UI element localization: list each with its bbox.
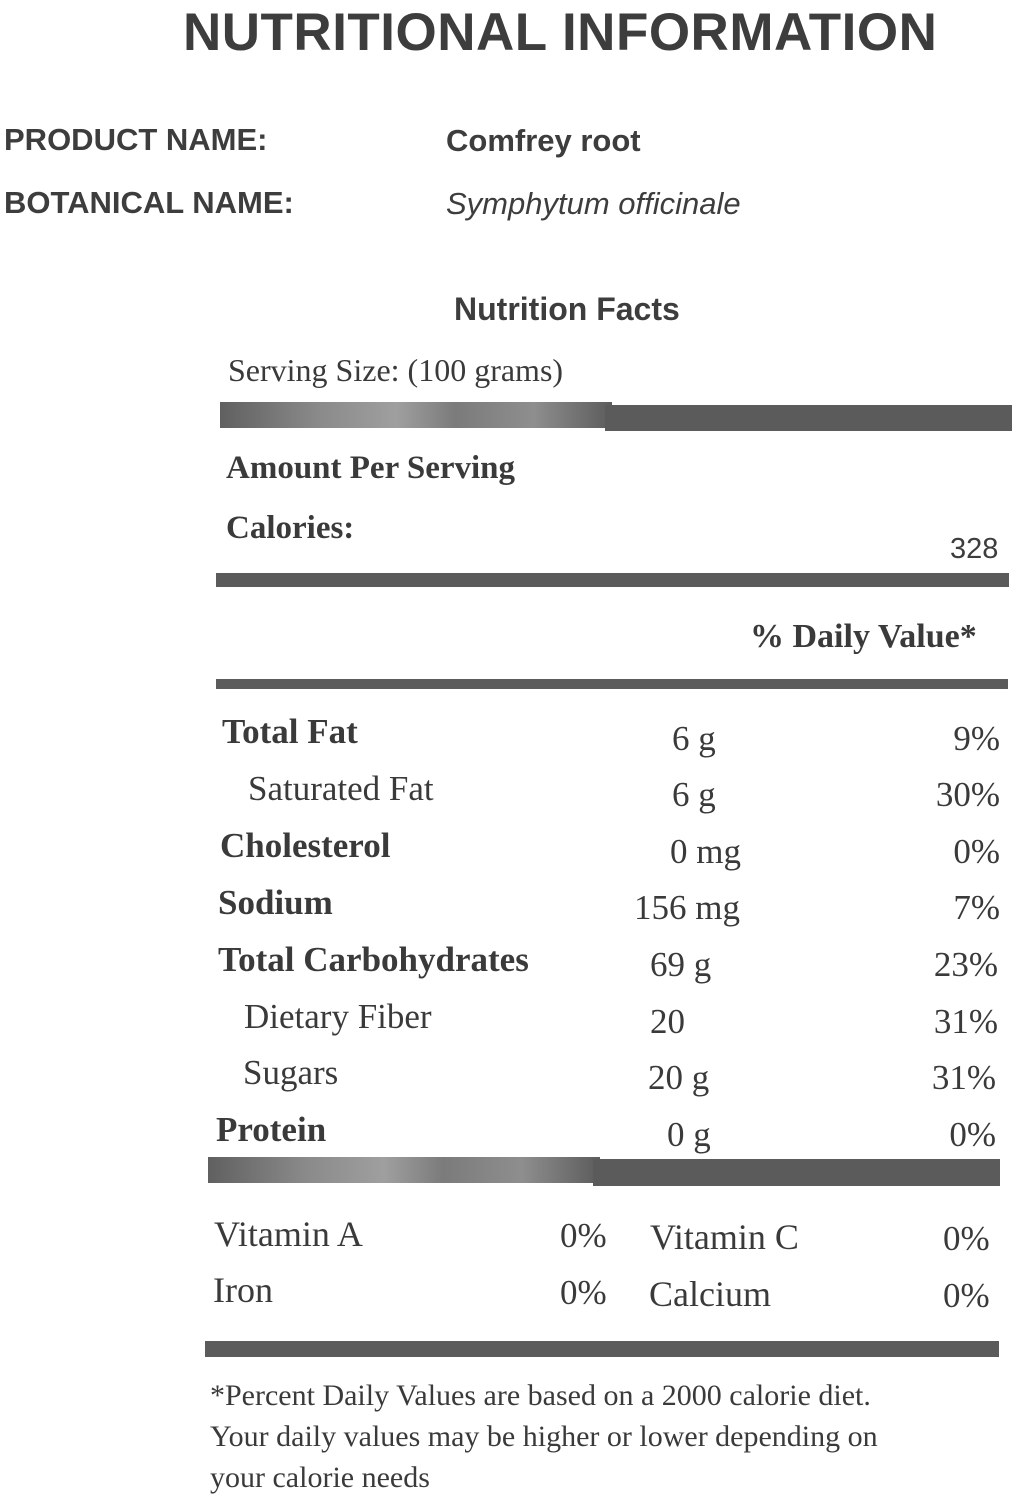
- amount-per-serving-label: Amount Per Serving: [226, 450, 516, 486]
- vitamin-label: Vitamin C: [650, 1217, 799, 1257]
- footnote-line: Your daily values may be higher or lower…: [210, 1420, 878, 1453]
- calories-label: Calories:: [226, 510, 355, 546]
- divider-thick: [593, 1159, 1000, 1186]
- nutrient-label: Total Carbohydrates: [218, 940, 529, 979]
- nutrient-amount: 69 g: [650, 945, 712, 984]
- vitamin-label: Vitamin A: [214, 1214, 363, 1254]
- vitamin-daily-value: 0%: [560, 1216, 607, 1255]
- divider-thick: [208, 1157, 600, 1183]
- nutrient-daily-value: 31%: [931, 1058, 996, 1097]
- vitamin-daily-value: 0%: [560, 1273, 607, 1312]
- nutrient-label: Protein: [216, 1110, 327, 1149]
- vitamin-label: Iron: [213, 1270, 273, 1310]
- product-name-value: Comfrey root: [446, 123, 641, 158]
- botanical-name-value: Symphytum officinale: [446, 186, 741, 221]
- nutrient-label: Sodium: [218, 883, 333, 922]
- nutrient-label: Saturated Fat: [248, 769, 434, 808]
- divider-medium: [216, 573, 1009, 587]
- nutrient-daily-value: 31%: [933, 1002, 998, 1041]
- botanical-name-label: BOTANICAL NAME:: [4, 185, 294, 220]
- nutrient-daily-value: 0%: [949, 1115, 996, 1154]
- nutrient-daily-value: 30%: [935, 775, 1000, 814]
- nutrient-amount: 0 mg: [670, 832, 741, 871]
- serving-size: Serving Size: (100 grams): [228, 352, 564, 388]
- nutrient-amount: 20: [650, 1002, 685, 1041]
- nutrient-amount: 0 g: [667, 1115, 711, 1154]
- nutrient-daily-value: 23%: [933, 945, 998, 984]
- nutrient-label: Sugars: [243, 1053, 339, 1092]
- nutrient-daily-value: 7%: [953, 888, 1000, 927]
- vitamin-daily-value: 0%: [943, 1276, 990, 1315]
- divider-medium: [205, 1341, 999, 1357]
- nutrient-amount: 6 g: [672, 719, 716, 758]
- nutrient-label: Total Fat: [222, 712, 358, 751]
- vitamin-label: Calcium: [649, 1274, 771, 1314]
- nutrient-label: Dietary Fiber: [244, 997, 432, 1036]
- footnote-line: your calorie needs: [210, 1461, 430, 1494]
- nutrition-facts-title: Nutrition Facts: [454, 291, 680, 327]
- footnote-line: *Percent Daily Values are based on a 200…: [210, 1379, 871, 1412]
- nutrient-amount: 156 mg: [634, 888, 740, 927]
- calories-value: 328: [950, 533, 999, 565]
- product-name-label: PRODUCT NAME:: [4, 122, 268, 157]
- nutrient-amount: 6 g: [672, 775, 716, 814]
- daily-value-header: % Daily Value*: [750, 618, 977, 655]
- vitamin-daily-value: 0%: [943, 1219, 990, 1258]
- nutrient-daily-value: 0%: [953, 832, 1000, 871]
- nutrient-daily-value: 9%: [953, 719, 1000, 758]
- divider-thick: [605, 405, 1012, 431]
- nutrient-label: Cholesterol: [220, 826, 391, 865]
- page-title: NUTRITIONAL INFORMATION: [183, 3, 938, 62]
- divider-thick: [220, 402, 612, 428]
- footnote: *Percent Daily Values are based on a 200…: [210, 1375, 878, 1498]
- nutrient-amount: 20 g: [648, 1058, 710, 1097]
- divider-medium: [216, 679, 1008, 689]
